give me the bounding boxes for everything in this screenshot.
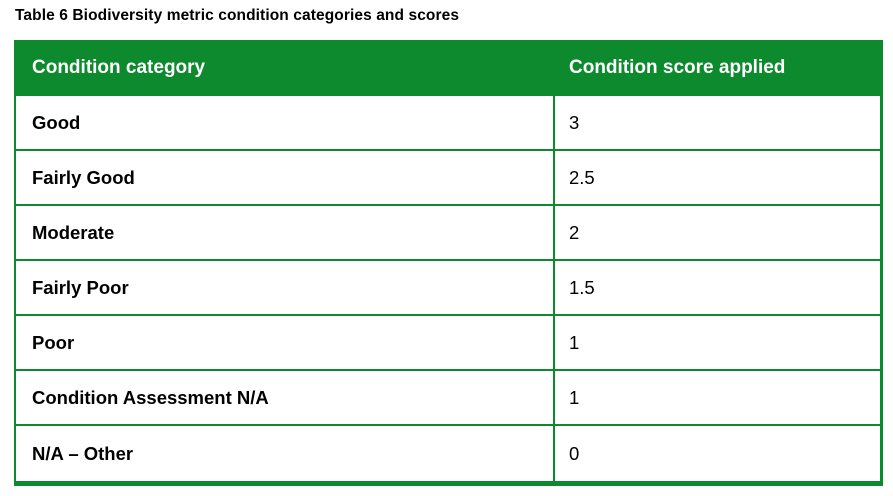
category-cell: Fairly Poor [16,261,555,314]
table-header-row: Condition category Condition score appli… [16,40,880,96]
score-cell: 2 [569,221,580,243]
score-cell: 1 [569,386,580,408]
header-condition-category: Condition category [32,57,206,78]
score-cell: 2.5 [569,166,595,188]
condition-score-table: Condition category Condition score appli… [14,40,883,486]
table-row: N/A – Other 0 [16,426,880,481]
table-row: Poor 1 [16,316,880,371]
category-cell: Condition Assessment N/A [16,371,555,424]
score-cell: 1 [569,331,580,353]
category-cell: Fairly Good [16,151,555,204]
header-condition-score-applied: Condition score applied [569,57,786,78]
category-cell: N/A – Other [16,426,555,481]
table-row: Fairly Poor 1.5 [16,261,880,316]
score-cell: 1.5 [569,276,595,298]
table-caption: Table 6 Biodiversity metric condition ca… [15,7,460,24]
category-cell: Poor [16,316,555,369]
score-cell: 3 [569,111,580,133]
score-cell: 0 [569,442,580,464]
table-row: Fairly Good 2.5 [16,151,880,206]
table-row: Condition Assessment N/A 1 [16,371,880,426]
category-cell: Good [16,96,555,149]
category-cell: Moderate [16,206,555,259]
table-row: Moderate 2 [16,206,880,261]
table-row: Good 3 [16,96,880,151]
